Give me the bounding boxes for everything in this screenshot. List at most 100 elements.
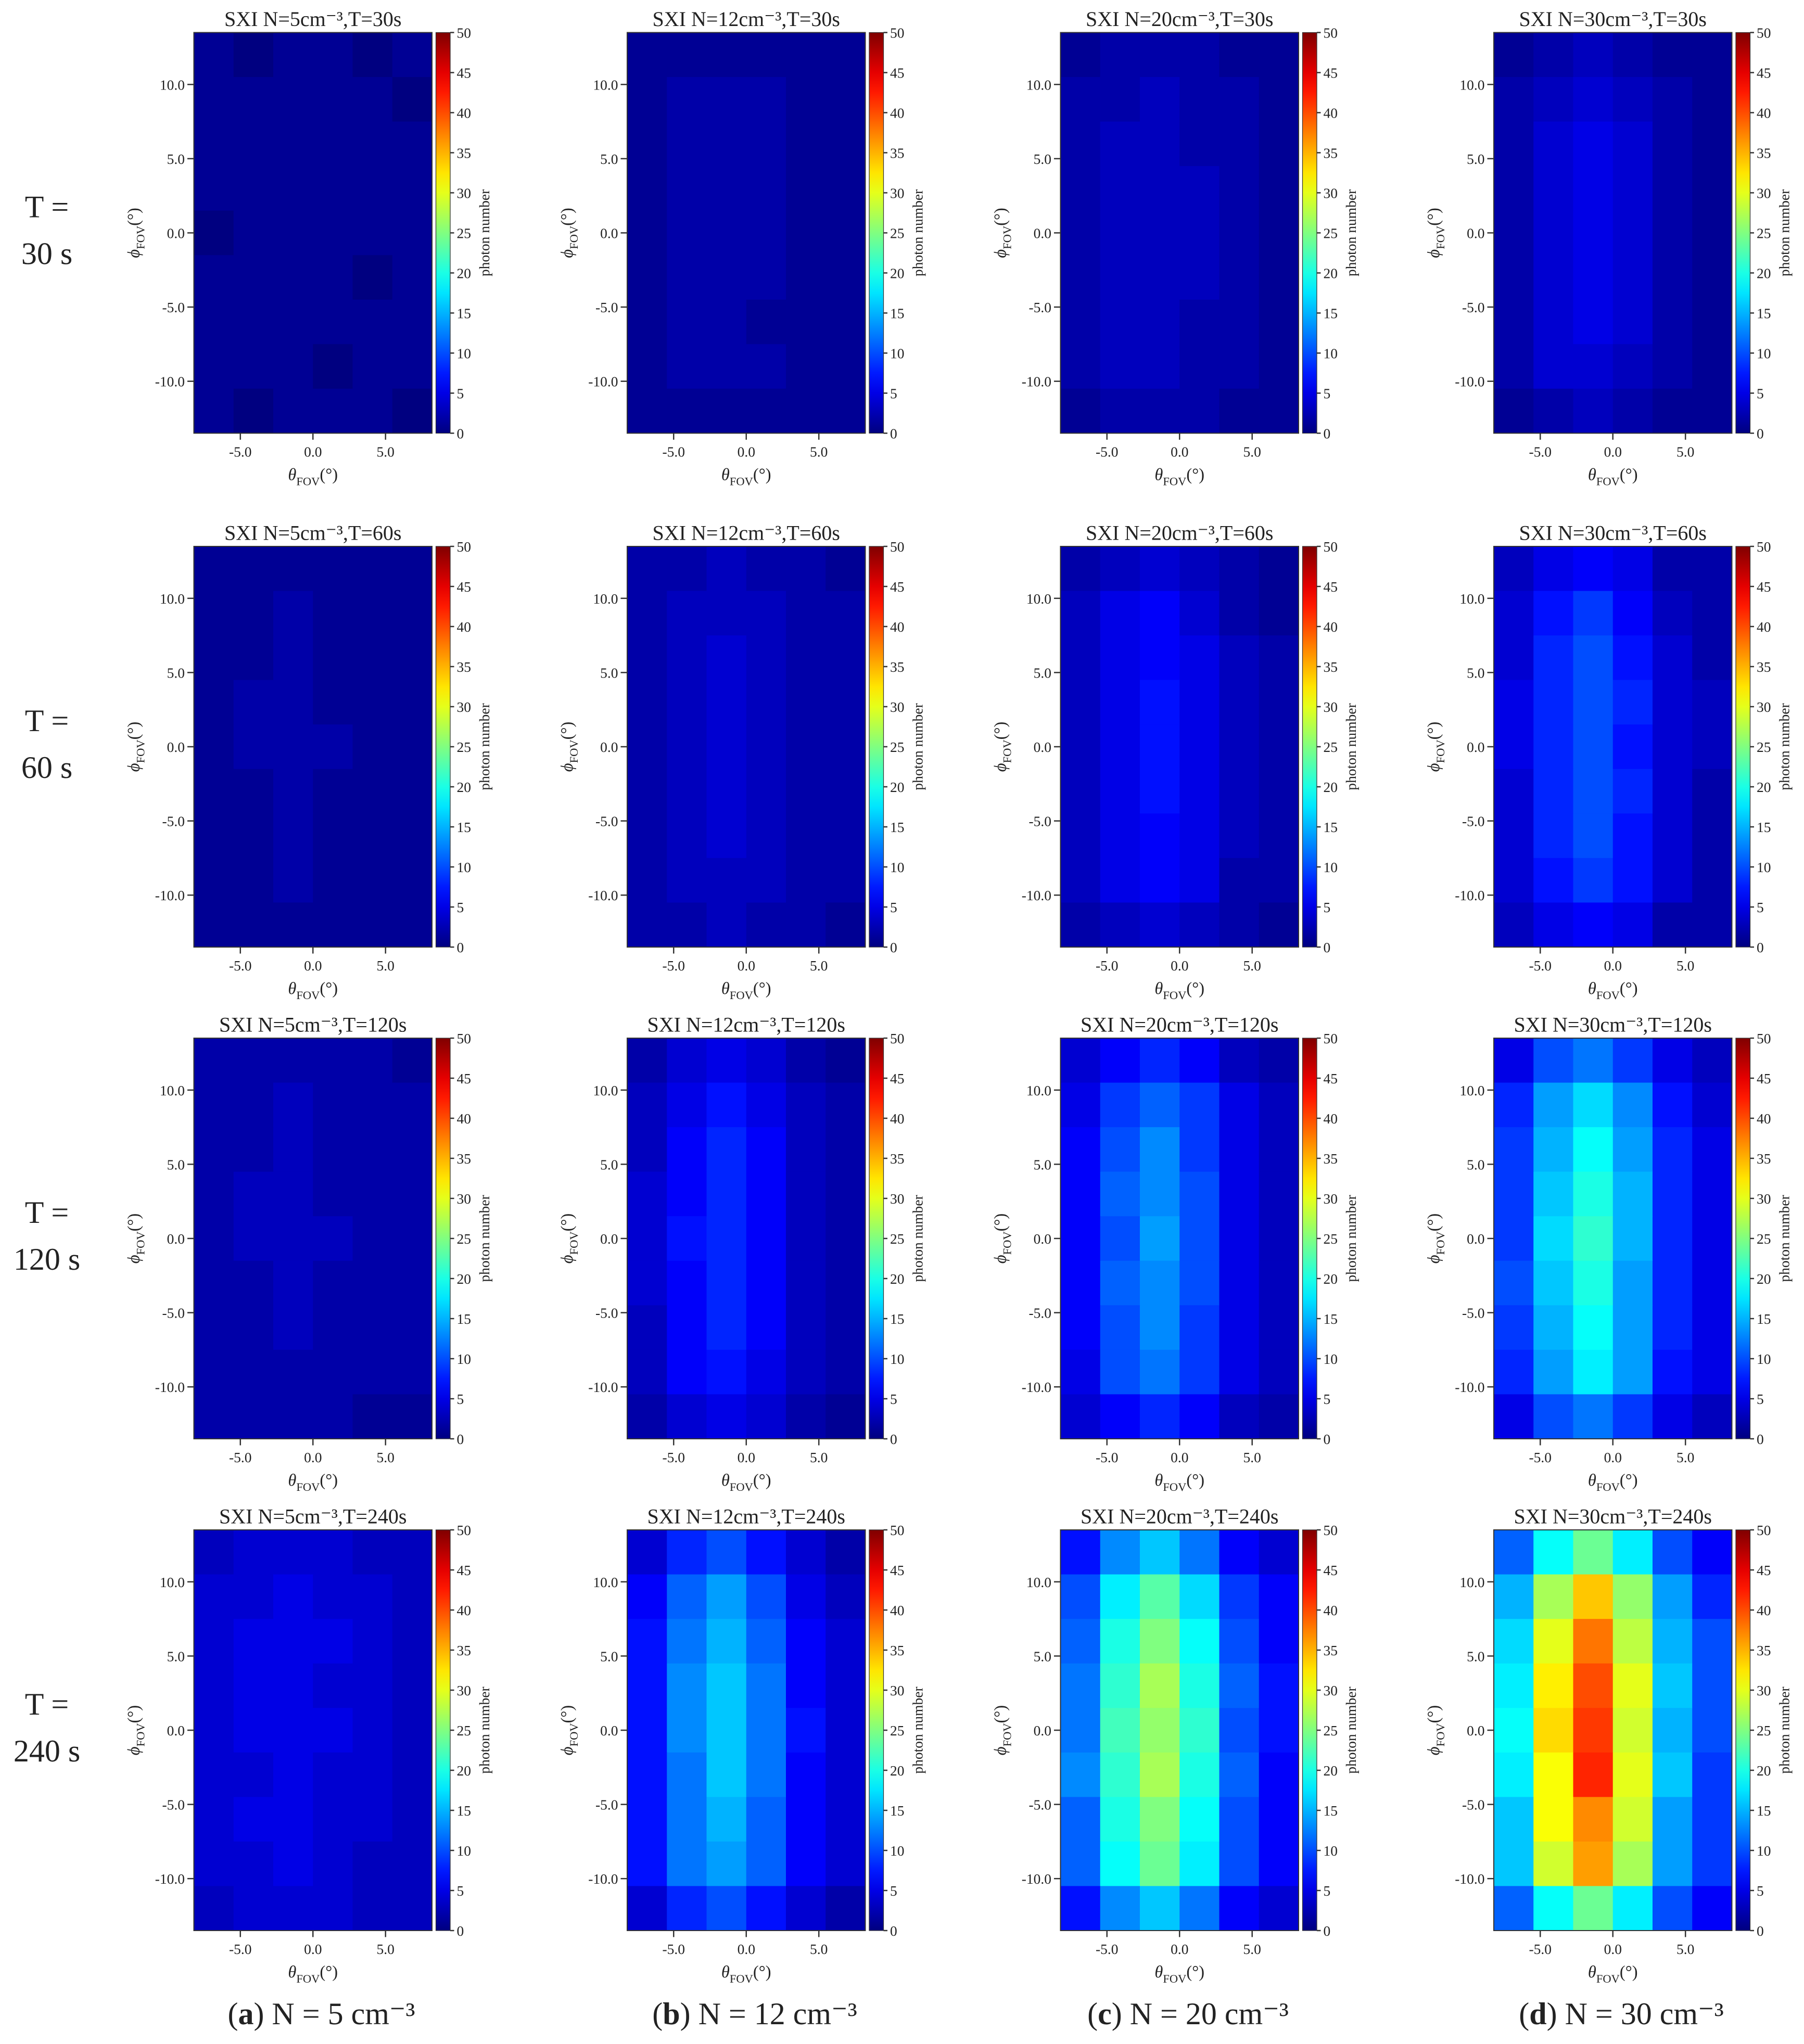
panel: SXI N=30cm⁻³,T=30s -5.0 0.0 5.0 -10.0 -5.0 0.0… <box>1425 7 1793 488</box>
colorbar-tick-label: 15 <box>1757 819 1771 835</box>
heatmap-cell <box>1692 77 1733 122</box>
heatmap-cell <box>233 1708 274 1753</box>
heatmap-cell <box>392 813 433 859</box>
heatmap-cell <box>706 1082 747 1128</box>
heatmap-cell <box>194 344 234 389</box>
y-tick-label: 10.0 <box>1026 1082 1051 1098</box>
heatmap-cell <box>1533 1216 1574 1261</box>
y-tick-label: -5.0 <box>162 813 185 829</box>
heatmap-cell <box>1573 1127 1614 1172</box>
heatmap-cell <box>1259 1663 1299 1708</box>
heatmap-cell <box>786 1886 826 1931</box>
heatmap-cell <box>313 388 353 434</box>
colorbar-tick-label: 15 <box>1757 305 1771 322</box>
x-tick-label: -5.0 <box>1529 1941 1552 1957</box>
heatmap-cell <box>233 166 274 211</box>
x-tick-label: 5.0 <box>810 957 828 974</box>
heatmap-cell <box>786 635 826 681</box>
caption-part: ( <box>1087 1997 1098 2031</box>
panel: SXI N=5cm⁻³,T=30s -5.0 0.0 5.0 -10.0 -5.0 0.0 5… <box>125 7 492 488</box>
heatmap-cell <box>1179 1752 1220 1798</box>
x-tick-label: -5.0 <box>1096 444 1119 460</box>
y-tick-label: 5.0 <box>1467 151 1484 167</box>
colorbar-tick-label: 50 <box>1324 1522 1338 1538</box>
label-symbol: θ <box>1154 979 1163 998</box>
colorbar-tick-label: 10 <box>457 1351 472 1367</box>
heatmap-cell <box>313 121 353 167</box>
heatmap-cell <box>1612 769 1653 814</box>
colorbar-tick-label: 5 <box>890 386 897 402</box>
y-tick-label: 0.0 <box>600 225 618 241</box>
heatmap-cell <box>1179 1127 1220 1172</box>
heatmap-cell <box>233 299 274 345</box>
y-tick-label: -5.0 <box>595 299 618 315</box>
y-tick-label: -10.0 <box>1022 1871 1051 1887</box>
heatmap-cell <box>233 1663 274 1708</box>
y-tick-label: -5.0 <box>595 1797 618 1813</box>
heatmap-cell <box>273 1841 313 1887</box>
heatmap-cell <box>1494 635 1534 681</box>
heatmap-cell <box>1573 1038 1614 1083</box>
label-symbol: θ <box>1154 1471 1163 1490</box>
colorbar-tick-label: 45 <box>457 579 472 595</box>
y-tick-label: 0.0 <box>1034 1231 1051 1247</box>
heatmap-cell <box>194 1841 234 1887</box>
heatmap-cell <box>1060 1752 1101 1798</box>
row-label-line: T = <box>25 1195 69 1230</box>
heatmap-cell <box>1494 1663 1534 1708</box>
heatmap-cell <box>706 1530 747 1575</box>
heatmap-cell <box>1653 1797 1693 1842</box>
colorbar-label: photon number <box>1343 189 1359 276</box>
label-unit: (°) <box>753 466 771 484</box>
colorbar-tick-label: 45 <box>457 65 472 81</box>
y-tick-label: 0.0 <box>600 739 618 755</box>
caption-part: a <box>238 1997 253 2031</box>
heatmap-cell <box>1259 121 1299 167</box>
heatmap-cell <box>313 591 353 636</box>
heatmap-cell <box>1140 32 1180 78</box>
colorbar-tick-label: 30 <box>1757 1191 1771 1207</box>
label-symbol: ϕ <box>991 1746 1010 1755</box>
heatmap-cell <box>1573 769 1614 814</box>
heatmap-cell <box>1259 344 1299 389</box>
heatmap-cell <box>352 388 393 434</box>
heatmap-cell <box>1612 1841 1653 1887</box>
colorbar-tick-label: 45 <box>1324 1562 1338 1578</box>
heatmap-cell <box>1653 1530 1693 1575</box>
heatmap-cell <box>1100 1394 1140 1439</box>
colorbar-tick-label: 10 <box>1757 859 1771 875</box>
x-tick-label: 5.0 <box>1243 1941 1261 1957</box>
heatmap-cell <box>786 1530 826 1575</box>
heatmap-cell <box>1060 635 1101 681</box>
heatmap-cell <box>746 210 786 256</box>
heatmap-cell <box>1219 1574 1260 1619</box>
heatmap-cell <box>273 769 313 814</box>
heatmap-cell <box>1692 1841 1733 1887</box>
colorbar-tick-label: 20 <box>890 779 905 795</box>
label-symbol: θ <box>1588 466 1596 484</box>
heatmap-cell <box>1140 255 1180 300</box>
x-tick-label: 5.0 <box>1243 1449 1261 1465</box>
y-tick-label: 0.0 <box>167 1722 185 1739</box>
heatmap-cell <box>194 680 234 725</box>
heatmap-cell <box>786 299 826 345</box>
colorbar-label: photon number <box>910 1195 926 1282</box>
heatmap-cell <box>825 902 866 948</box>
heatmap-cell <box>1533 1394 1574 1439</box>
heatmap-cell <box>273 724 313 770</box>
label-subscript: FOV <box>1434 1231 1447 1255</box>
heatmap-cell <box>786 1305 826 1350</box>
heatmap-cell <box>392 1127 433 1172</box>
y-tick-label: 10.0 <box>160 591 185 607</box>
heatmap-cell <box>1494 344 1534 389</box>
heatmap-cell <box>1494 121 1534 167</box>
heatmap-cell <box>352 1127 393 1172</box>
colorbar-tick-label: 50 <box>1324 1030 1338 1046</box>
heatmap-cell <box>1533 344 1574 389</box>
colorbar-tick-label: 45 <box>1757 65 1771 81</box>
heatmap-cell <box>825 769 866 814</box>
heatmap-cell <box>1140 1216 1180 1261</box>
heatmap-cell <box>1140 166 1180 211</box>
panel-title: SXI N=5cm⁻³,T=60s <box>224 521 401 545</box>
heatmap-cell <box>273 546 313 592</box>
